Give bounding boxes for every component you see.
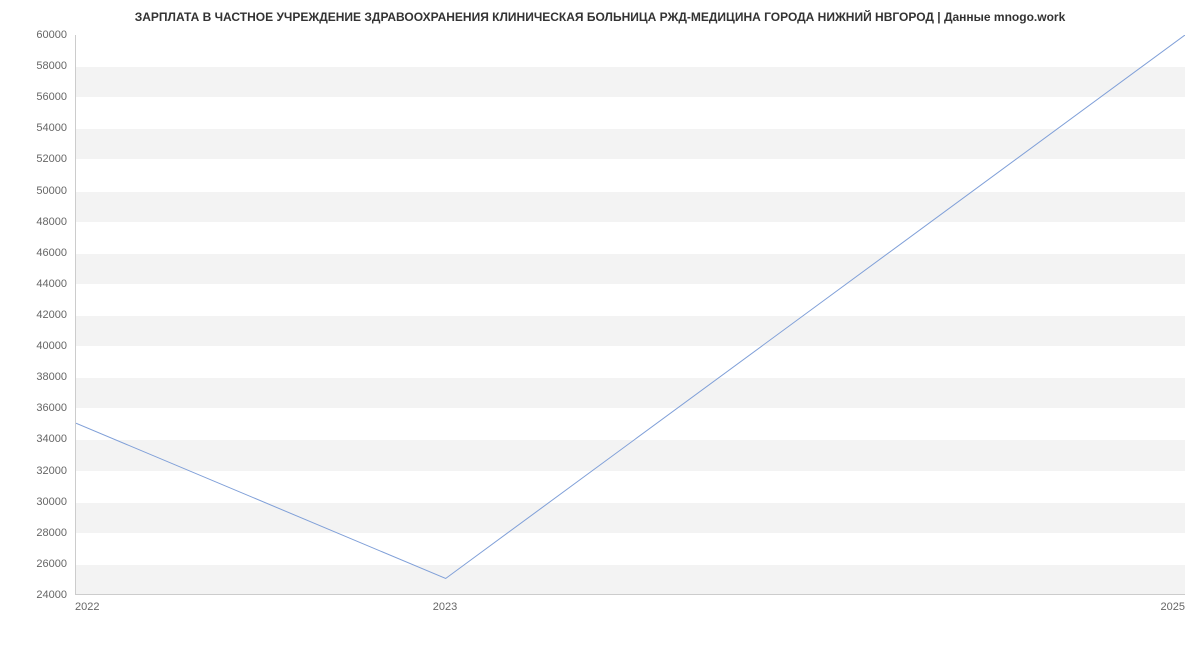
y-tick-label: 38000: [36, 371, 67, 383]
y-tick-label: 48000: [36, 216, 67, 228]
x-tick-label: 2023: [433, 601, 457, 613]
y-tick-label: 40000: [36, 340, 67, 352]
y-tick-label: 50000: [36, 185, 67, 197]
y-tick-label: 58000: [36, 60, 67, 72]
y-tick-label: 44000: [36, 278, 67, 290]
plot-area: [75, 35, 1185, 595]
chart-title: ЗАРПЛАТА В ЧАСТНОЕ УЧРЕЖДЕНИЕ ЗДРАВООХРА…: [0, 0, 1200, 29]
y-tick-label: 46000: [36, 247, 67, 259]
y-tick-label: 42000: [36, 309, 67, 321]
y-tick-label: 36000: [36, 402, 67, 414]
y-tick-label: 54000: [36, 122, 67, 134]
y-tick-label: 26000: [36, 558, 67, 570]
y-tick-label: 28000: [36, 527, 67, 539]
x-tick-label: 2025: [1161, 601, 1185, 613]
line-layer: [76, 35, 1185, 594]
chart-container: ЗАРПЛАТА В ЧАСТНОЕ УЧРЕЖДЕНИЕ ЗДРАВООХРА…: [0, 0, 1200, 650]
y-tick-label: 30000: [36, 496, 67, 508]
y-tick-label: 60000: [36, 29, 67, 41]
y-tick-label: 56000: [36, 91, 67, 103]
series-line: [76, 35, 1185, 578]
y-tick-label: 32000: [36, 465, 67, 477]
plot-wrap: 2400026000280003000032000340003600038000…: [75, 35, 1185, 595]
y-tick-label: 34000: [36, 433, 67, 445]
x-tick-label: 2022: [75, 601, 99, 613]
y-tick-label: 24000: [36, 589, 67, 601]
y-tick-label: 52000: [36, 153, 67, 165]
